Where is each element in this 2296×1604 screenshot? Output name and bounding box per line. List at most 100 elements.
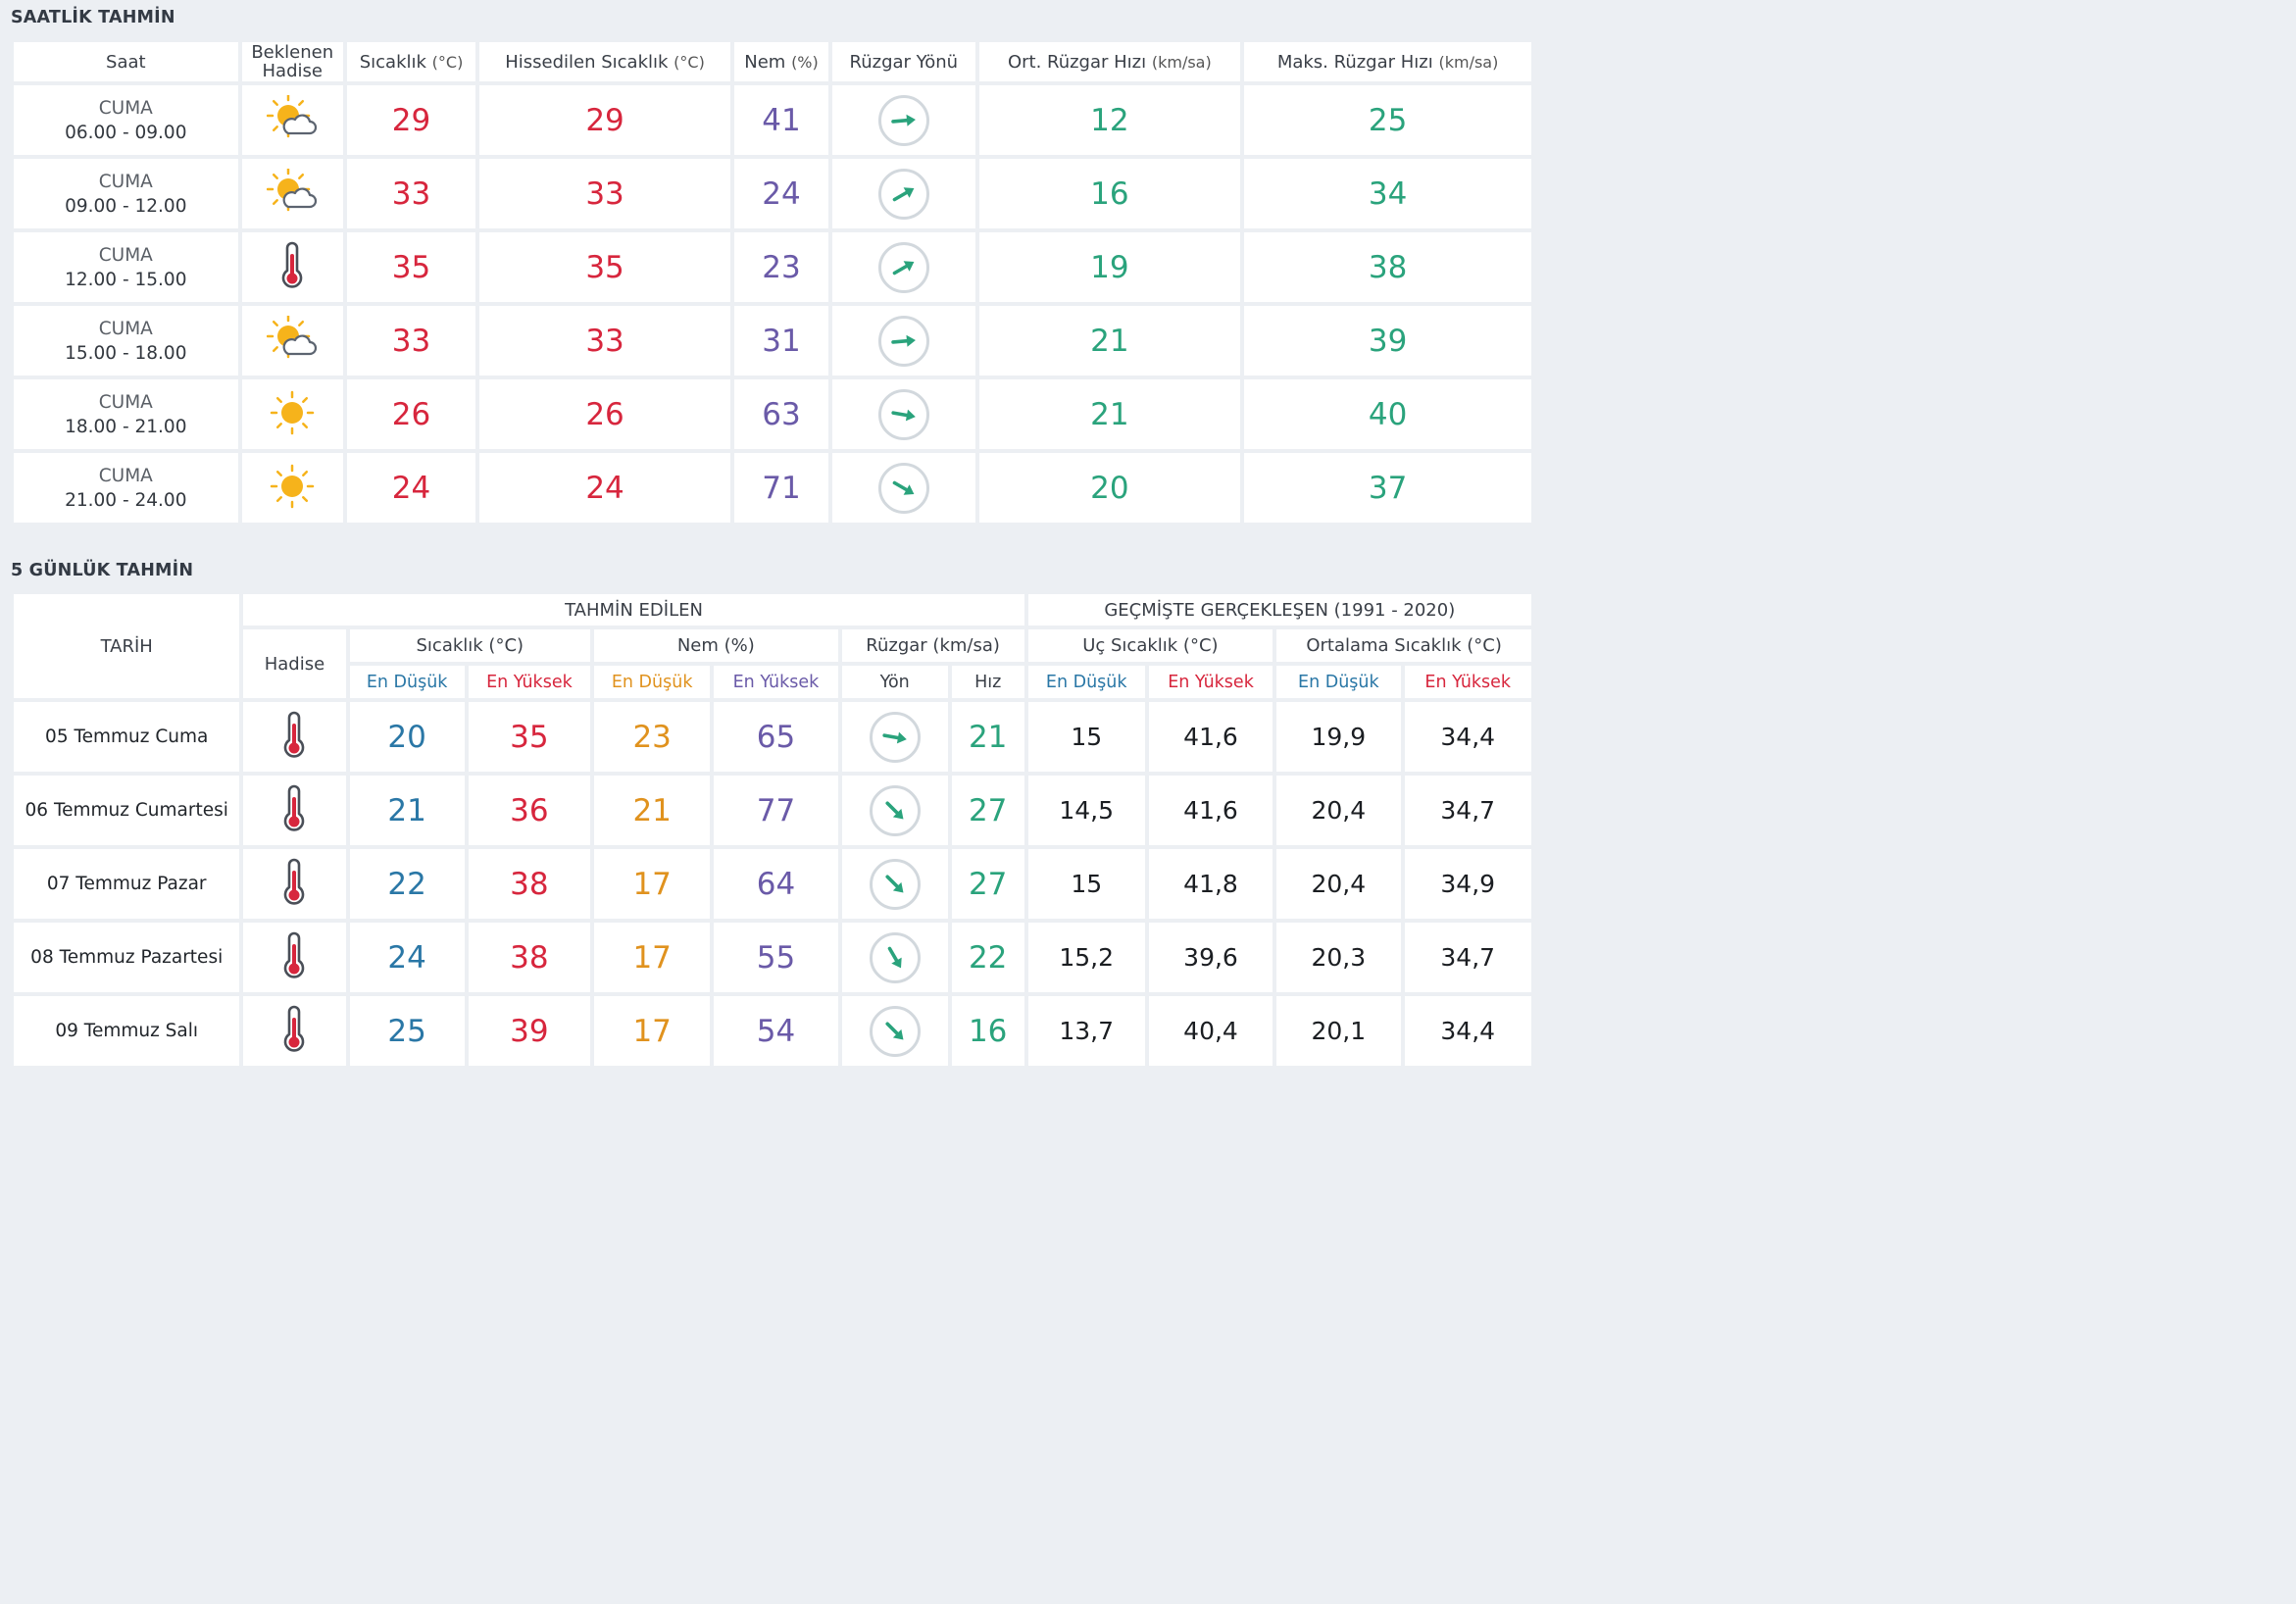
max-wind-speed-value: 34 [1244, 159, 1531, 228]
partly-cloudy-icon [267, 168, 318, 216]
wind-direction-cell [841, 849, 948, 919]
header-expected-event: Beklenen Hadise [241, 42, 343, 81]
hourly-section-title: SAATLİK TAHMİN [11, 8, 175, 27]
wind-speed-value: 22 [951, 923, 1024, 992]
humidity-high-value: 77 [714, 776, 838, 845]
humidity-low-value: 17 [594, 849, 711, 919]
wind-direction-indicator [869, 784, 921, 836]
avg-wind-speed-value: 20 [978, 453, 1241, 523]
daily-row: 08 Temmuz Pazartesi 24 38 17 55 22 15,2 … [14, 923, 1531, 992]
wind-direction-indicator [877, 94, 929, 146]
partly-cloudy-icon [267, 315, 318, 363]
feels-like-value: 24 [479, 453, 730, 523]
wind-direction-indicator [877, 388, 929, 440]
humidity-low-value: 21 [594, 776, 711, 845]
average-high-value: 34,4 [1404, 996, 1531, 1066]
weather-icon-cell [241, 159, 343, 228]
date-cell: 07 Temmuz Pazar [14, 849, 240, 919]
wind-direction-cell [832, 232, 975, 302]
humidity-low-value: 17 [594, 996, 711, 1066]
date-cell: 09 Temmuz Salı [14, 996, 240, 1066]
date-cell: 05 Temmuz Cuma [14, 702, 240, 772]
wind-arrow-icon [889, 474, 919, 503]
average-low-value: 20,4 [1276, 776, 1401, 845]
wind-arrow-icon [880, 1017, 910, 1046]
header-temp-low: En Düşük [349, 666, 465, 698]
header-humidity: Nem (%) [594, 629, 838, 662]
wind-direction-cell [841, 996, 948, 1066]
thermometer-icon [279, 784, 309, 833]
wind-arrow-icon [880, 943, 910, 973]
time-cell: CUMA 12.00 - 15.00 [14, 232, 238, 302]
wind-arrow-icon [880, 870, 910, 899]
temperature-value: 24 [346, 453, 476, 523]
daily-section-title: 5 GÜNLÜK TAHMİN [11, 561, 194, 580]
header-temperature: Sıcaklık (°C) [346, 42, 476, 81]
time-cell: CUMA 15.00 - 18.00 [14, 306, 238, 376]
weather-icon-cell [241, 232, 343, 302]
feels-like-value: 35 [479, 232, 730, 302]
header-humidity-high: En Yüksek [714, 666, 838, 698]
avg-wind-speed-value: 19 [978, 232, 1241, 302]
header-date: TARİH [14, 594, 240, 698]
extreme-high-value: 41,6 [1148, 776, 1273, 845]
hourly-row: CUMA 09.00 - 12.00 33 33 24 16 34 [14, 159, 1531, 228]
header-extreme-high: En Yüksek [1148, 666, 1273, 698]
header-wind: Rüzgar (km/sa) [841, 629, 1024, 662]
wind-speed-value: 27 [951, 849, 1024, 919]
wind-direction-cell [832, 453, 975, 523]
wind-arrow-icon [889, 179, 919, 209]
temperature-value: 29 [346, 85, 476, 155]
weather-icon-cell [243, 996, 346, 1066]
humidity-high-value: 54 [714, 996, 838, 1066]
date-cell: 06 Temmuz Cumartesi [14, 776, 240, 845]
header-average-high: En Yüksek [1404, 666, 1531, 698]
average-low-value: 19,9 [1276, 702, 1401, 772]
extreme-low-value: 15,2 [1027, 923, 1145, 992]
sun-icon [269, 389, 316, 436]
feels-like-value: 26 [479, 379, 730, 449]
wind-speed-value: 16 [951, 996, 1024, 1066]
wind-direction-cell [832, 379, 975, 449]
thermometer-icon [279, 858, 309, 907]
hourly-row: CUMA 18.00 - 21.00 26 26 63 21 40 [14, 379, 1531, 449]
extreme-low-value: 15 [1027, 702, 1145, 772]
sun-icon [269, 463, 316, 510]
weather-icon-cell [241, 453, 343, 523]
partly-cloudy-icon [267, 94, 318, 142]
header-humidity: Nem (%) [733, 42, 829, 81]
average-high-value: 34,7 [1404, 776, 1531, 845]
weather-icon-cell [241, 85, 343, 155]
header-past-group: GEÇMİŞTE GERÇEKLEŞEN (1991 - 2020) [1027, 594, 1531, 626]
humidity-value: 23 [733, 232, 829, 302]
header-average-low: En Düşük [1276, 666, 1401, 698]
header-event: Hadise [243, 629, 346, 698]
daily-row: 09 Temmuz Salı 25 39 17 54 16 13,7 40,4 … [14, 996, 1531, 1066]
wind-direction-indicator [869, 1005, 921, 1057]
hourly-forecast-table: Saat Beklenen Hadise Sıcaklık (°C) Hisse… [10, 38, 1535, 526]
humidity-value: 41 [733, 85, 829, 155]
max-wind-speed-value: 39 [1244, 306, 1531, 376]
wind-arrow-icon [880, 796, 910, 826]
wind-arrow-icon [889, 253, 919, 282]
humidity-value: 31 [733, 306, 829, 376]
hourly-row: CUMA 15.00 - 18.00 33 33 31 21 39 [14, 306, 1531, 376]
average-high-value: 34,9 [1404, 849, 1531, 919]
daily-row: 06 Temmuz Cumartesi 21 36 21 77 27 14,5 … [14, 776, 1531, 845]
humidity-value: 71 [733, 453, 829, 523]
hourly-row: CUMA 06.00 - 09.00 29 29 41 12 25 [14, 85, 1531, 155]
header-forecast-group: TAHMİN EDİLEN [243, 594, 1024, 626]
daily-row: 05 Temmuz Cuma 20 35 23 65 21 15 41,6 19… [14, 702, 1531, 772]
wind-direction-indicator [869, 858, 921, 910]
feels-like-value: 33 [479, 159, 730, 228]
header-wind-direction: Rüzgar Yönü [832, 42, 975, 81]
temp-low-value: 20 [349, 702, 465, 772]
humidity-high-value: 65 [714, 702, 838, 772]
weather-icon-cell [241, 379, 343, 449]
header-time: Saat [14, 42, 238, 81]
wind-direction-indicator [869, 931, 921, 983]
header-extreme-low: En Düşük [1027, 666, 1145, 698]
weather-icon-cell [243, 849, 346, 919]
daily-forecast-table: TARİH TAHMİN EDİLEN GEÇMİŞTE GERÇEKLEŞEN… [10, 590, 1535, 1070]
hourly-row: CUMA 21.00 - 24.00 24 24 71 20 37 [14, 453, 1531, 523]
